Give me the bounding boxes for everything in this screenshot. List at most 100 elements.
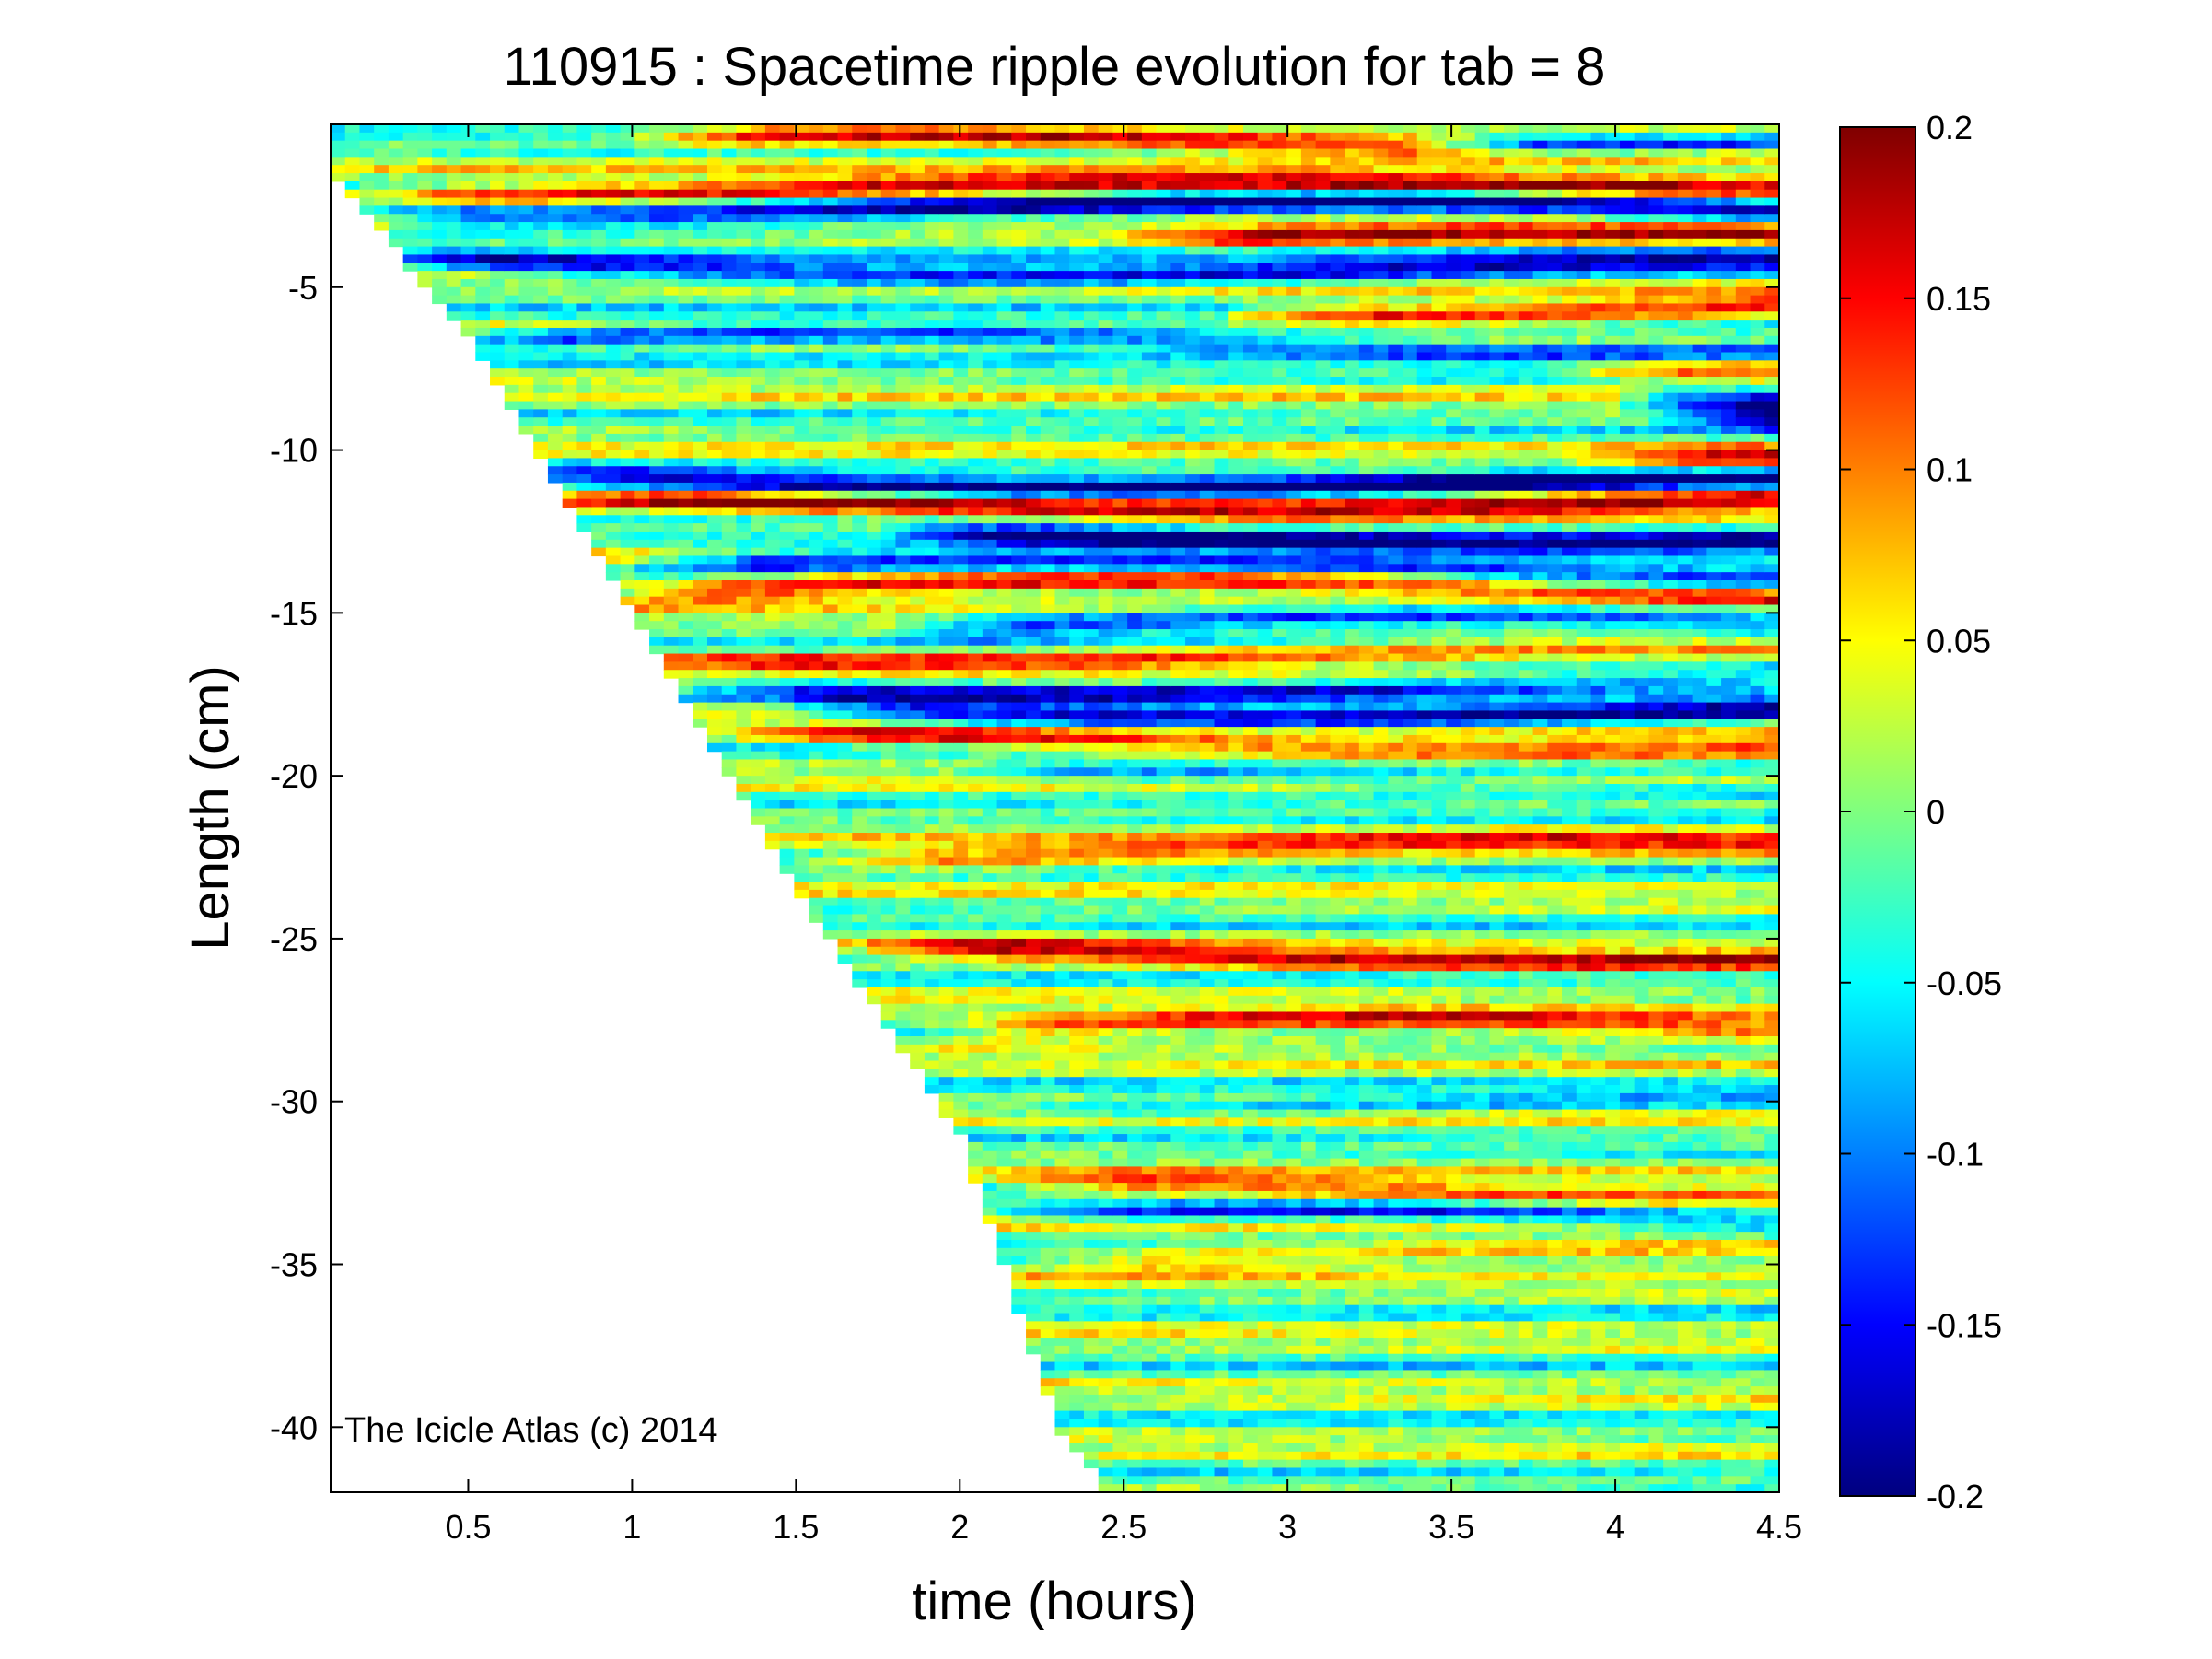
heatmap-cell — [1156, 417, 1171, 426]
heatmap-cell — [996, 450, 1012, 460]
heatmap-cell — [1083, 995, 1100, 1005]
heatmap-cell — [591, 523, 607, 532]
heatmap-cell — [751, 791, 766, 801]
heatmap-cell — [634, 458, 650, 467]
heatmap-cell — [996, 742, 1012, 753]
heatmap-cell — [968, 840, 984, 850]
heatmap-cell — [1156, 1370, 1171, 1379]
heatmap-cell — [446, 132, 462, 142]
heatmap-cell — [1127, 1247, 1143, 1257]
heatmap-cell — [1112, 189, 1128, 199]
heatmap-cell — [982, 377, 998, 386]
heatmap-cell — [693, 335, 708, 345]
heatmap-cell — [751, 295, 766, 305]
heatmap-cell — [1054, 1345, 1070, 1355]
heatmap-cell — [576, 140, 592, 150]
heatmap-cell — [880, 661, 897, 671]
heatmap-cell — [895, 344, 911, 354]
heatmap-cell — [1054, 889, 1070, 899]
heatmap-cell — [1040, 808, 1056, 817]
heatmap-cell — [764, 751, 781, 761]
heatmap-cell — [490, 271, 506, 280]
heatmap-cell — [822, 734, 839, 744]
heatmap-cell — [779, 727, 795, 736]
heatmap-cell — [852, 181, 867, 191]
heatmap-cell — [938, 930, 954, 940]
heatmap-cell — [1098, 327, 1114, 337]
heatmap-cell — [1040, 1353, 1056, 1363]
heatmap-cell — [1011, 271, 1027, 280]
heatmap-cell — [794, 816, 809, 825]
heatmap-cell — [809, 808, 824, 817]
heatmap-cell — [1040, 1166, 1056, 1175]
heatmap-cell — [432, 254, 448, 263]
heatmap-cell — [547, 335, 564, 345]
heatmap-cell — [794, 140, 809, 150]
heatmap-cell — [1083, 1052, 1100, 1062]
heatmap-cell — [794, 409, 809, 418]
heatmap-cell — [1156, 1313, 1171, 1322]
heatmap-cell — [895, 303, 911, 312]
heatmap-cell — [721, 392, 738, 403]
heatmap-cell — [678, 352, 693, 361]
heatmap-cell — [1141, 1150, 1158, 1160]
heatmap-cell — [880, 808, 897, 817]
heatmap-cell — [794, 246, 809, 256]
heatmap-cell — [1040, 1150, 1056, 1160]
heatmap-cell — [605, 539, 622, 549]
heatmap-cell — [794, 327, 809, 337]
heatmap-cell — [953, 368, 969, 378]
heatmap-cell — [490, 181, 506, 191]
heatmap-cell — [779, 214, 795, 223]
heatmap-cell — [1098, 498, 1114, 508]
heatmap-cell — [1127, 1011, 1143, 1021]
heatmap-cell — [1054, 596, 1070, 606]
heatmap-cell — [1011, 987, 1027, 997]
heatmap-cell — [764, 466, 781, 475]
heatmap-cell — [432, 222, 448, 231]
heatmap-cell — [938, 922, 954, 931]
heatmap-cell — [402, 173, 418, 182]
heatmap-cell — [895, 523, 911, 532]
heatmap-cell — [1011, 278, 1027, 288]
heatmap-cell — [1112, 1207, 1128, 1217]
heatmap-cell — [649, 157, 665, 166]
heatmap-cell — [968, 914, 984, 923]
heatmap-cell — [895, 621, 911, 630]
heatmap-cell — [867, 710, 882, 719]
heatmap-cell — [910, 555, 926, 565]
heatmap-cell — [968, 409, 984, 418]
heatmap-cell — [982, 238, 998, 248]
heatmap-cell — [1112, 1069, 1128, 1078]
heatmap-cell — [1141, 515, 1158, 524]
heatmap-cell — [924, 474, 940, 484]
heatmap-cell — [1026, 132, 1042, 142]
heatmap-cell — [1083, 1410, 1100, 1420]
heatmap-cell — [880, 963, 897, 972]
heatmap-cell — [968, 214, 984, 223]
heatmap-cell — [533, 384, 549, 394]
heatmap-cell — [591, 352, 607, 361]
heatmap-cell — [1127, 742, 1143, 753]
heatmap-cell — [1040, 295, 1056, 305]
heatmap-cell — [460, 327, 476, 337]
heatmap-cell — [1156, 1028, 1171, 1037]
heatmap-cell — [620, 547, 635, 557]
heatmap-cell — [736, 490, 751, 500]
heatmap-cell — [910, 507, 926, 516]
heatmap-cell — [1011, 523, 1027, 532]
heatmap-cell — [344, 148, 361, 158]
heatmap-cell — [996, 938, 1012, 948]
heatmap-cell — [1040, 140, 1056, 150]
heatmap-cell — [1069, 1223, 1085, 1233]
heatmap-cell — [1083, 670, 1100, 679]
heatmap-cell — [1054, 1289, 1070, 1298]
heatmap-cell — [880, 229, 897, 240]
heatmap-cell — [794, 335, 809, 345]
heatmap-cell — [663, 303, 680, 312]
heatmap-cell — [910, 148, 926, 158]
heatmap-cell — [1026, 254, 1042, 263]
heatmap-cell — [953, 613, 969, 622]
heatmap-cell — [490, 311, 506, 321]
heatmap-cell — [764, 384, 781, 394]
